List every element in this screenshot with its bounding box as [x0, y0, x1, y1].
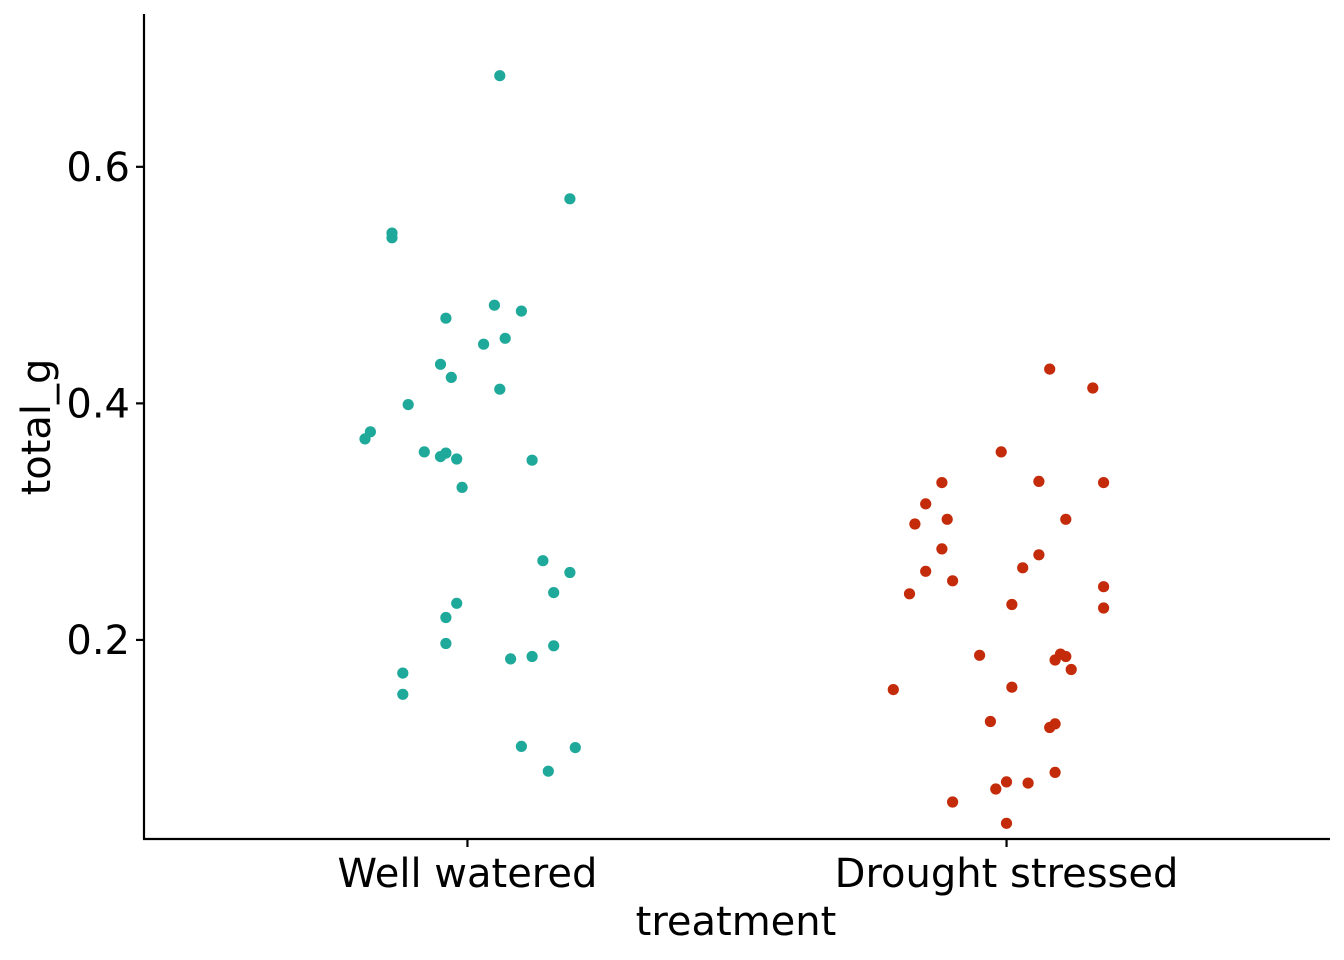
x-tick-label: Well watered: [338, 851, 598, 897]
data-point-drought-stressed-11: [936, 543, 948, 555]
data-point-drought-stressed-15: [947, 575, 959, 587]
data-point-well-watered-9: [478, 338, 490, 350]
data-point-well-watered-13: [402, 399, 414, 411]
data-point-well-watered-35: [542, 765, 554, 777]
data-point-drought-stressed-26: [887, 684, 899, 696]
data-point-drought-stressed-27: [984, 715, 997, 728]
data-point-drought-stressed-7: [920, 498, 932, 510]
data-point-well-watered-1: [494, 70, 506, 82]
data-point-well-watered-18: [434, 451, 447, 463]
x-ticks: Well watered Drought stressed: [338, 839, 1179, 897]
data-point-well-watered-19: [451, 453, 463, 465]
data-point-drought-stressed-21: [974, 649, 986, 661]
data-point-drought-stressed-9: [941, 513, 953, 525]
data-point-drought-stressed-29: [1044, 721, 1056, 734]
data-point-drought-stressed-12: [1033, 549, 1045, 561]
data-point-well-watered-27: [440, 637, 452, 650]
data-point-well-watered-10: [434, 358, 447, 370]
data-point-well-watered-4: [386, 232, 398, 244]
data-point-drought-stressed-35: [1000, 817, 1013, 829]
data-point-well-watered-29: [526, 650, 538, 663]
data-point-drought-stressed-2: [1087, 382, 1099, 394]
data-point-well-watered-24: [548, 587, 560, 599]
data-point-drought-stressed-24: [1065, 663, 1077, 676]
data-point-well-watered-2: [564, 193, 576, 205]
data-point-well-watered-21: [456, 481, 468, 493]
data-point-drought-stressed-32: [1022, 777, 1034, 789]
data-point-well-watered-11: [445, 371, 457, 383]
data-point-well-watered-28: [548, 640, 560, 652]
data-point-well-watered-16: [418, 446, 430, 458]
data-point-drought-stressed-14: [920, 565, 932, 577]
y-axis-title: total_g: [14, 359, 60, 496]
data-point-drought-stressed-13: [1017, 562, 1029, 574]
data-point-well-watered-33: [515, 740, 528, 753]
data-point-drought-stressed-19: [1098, 602, 1110, 614]
data-point-drought-stressed-34: [947, 796, 959, 808]
y-tick-label: 0.6: [66, 145, 130, 191]
data-point-drought-stressed-5: [1098, 477, 1110, 489]
data-point-drought-stressed-31: [1000, 776, 1013, 788]
y-tick-label: 0.4: [66, 381, 130, 427]
data-point-drought-stressed-8: [1060, 513, 1072, 525]
data-point-well-watered-30: [505, 653, 517, 665]
x-axis-title: treatment: [636, 899, 837, 945]
data-point-well-watered-31: [397, 667, 409, 679]
data-point-well-watered-12: [494, 383, 506, 395]
data-point-well-watered-22: [537, 555, 549, 567]
data-point-well-watered-5: [488, 299, 500, 311]
data-point-well-watered-20: [526, 454, 538, 466]
data-point-drought-stressed-25: [1006, 681, 1018, 693]
y-tick-label: 0.2: [66, 618, 130, 664]
data-point-well-watered-26: [440, 611, 452, 624]
data-point-well-watered-8: [499, 332, 511, 344]
data-point-drought-stressed-23: [1049, 654, 1061, 666]
data-point-drought-stressed-30: [1049, 766, 1061, 779]
data-point-drought-stressed-4: [1033, 475, 1045, 487]
points-layer: [359, 70, 1110, 829]
data-point-well-watered-34: [569, 742, 581, 754]
data-point-drought-stressed-33: [990, 783, 1002, 795]
data-point-well-watered-15: [359, 433, 371, 445]
data-point-well-watered-6: [515, 305, 528, 317]
data-point-drought-stressed-17: [903, 588, 916, 600]
x-tick-label: Drought stressed: [835, 851, 1179, 897]
data-point-drought-stressed-10: [909, 518, 921, 530]
y-ticks: 0.2 0.4 0.6: [66, 145, 144, 664]
data-point-well-watered-32: [397, 688, 409, 700]
data-point-drought-stressed-1: [1044, 363, 1056, 375]
data-point-drought-stressed-6: [936, 477, 948, 489]
data-point-drought-stressed-18: [1006, 598, 1018, 611]
data-point-well-watered-25: [451, 597, 463, 609]
axes-layer: [142, 14, 1330, 841]
data-point-drought-stressed-22: [1060, 650, 1072, 663]
data-point-well-watered-7: [440, 312, 452, 324]
data-point-drought-stressed-3: [995, 446, 1007, 458]
data-point-drought-stressed-16: [1098, 581, 1110, 593]
data-point-well-watered-23: [564, 566, 576, 579]
